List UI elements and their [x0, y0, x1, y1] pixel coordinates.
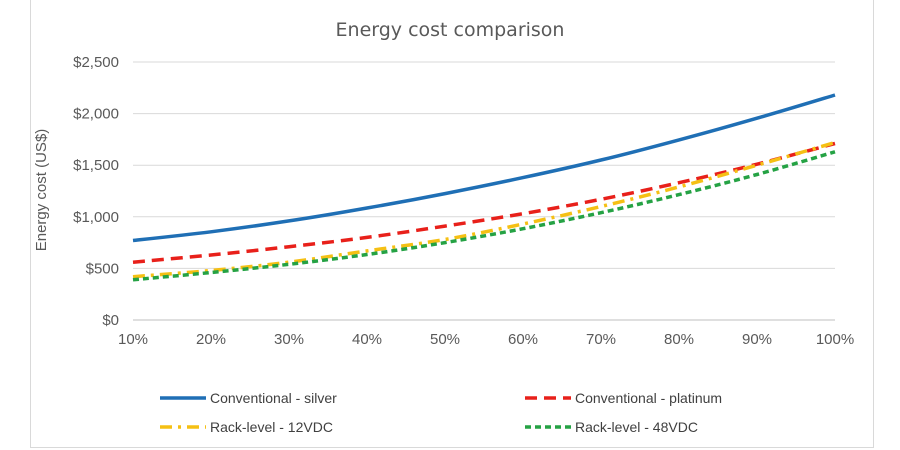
x-tick-label: 20%: [196, 331, 226, 348]
x-tick-label: 90%: [742, 331, 772, 348]
series-line: [132, 150, 836, 282]
y-tick-label: $2,000: [73, 106, 119, 123]
series-line: [132, 140, 836, 279]
y-tick-label: $1,500: [73, 157, 119, 174]
series-line: [132, 93, 836, 243]
legend-label: Rack-level - 12VDC: [210, 419, 333, 435]
y-tick-label: $2,500: [73, 54, 119, 71]
y-tick-label: $0: [102, 312, 119, 329]
y-tick-label: $1,000: [73, 209, 119, 226]
series-line: [132, 141, 836, 264]
y-axis-tick-labels: $0 $500 $1,000 $1,500 $2,000 $2,500: [73, 54, 119, 329]
x-tick-label: 50%: [430, 331, 460, 348]
x-tick-label: 30%: [274, 331, 304, 348]
legend-label: Rack-level - 48VDC: [575, 419, 698, 435]
x-axis-tick-labels: 10% 20% 30% 40% 50% 60% 70% 80% 90% 100%: [118, 331, 854, 348]
x-tick-label: 40%: [352, 331, 382, 348]
series-lines: [132, 93, 836, 282]
x-tick-label: 80%: [664, 331, 694, 348]
legend: Conventional - silver Conventional - plat…: [160, 390, 722, 435]
x-tick-label: 60%: [508, 331, 538, 348]
legend-label: Conventional - platinum: [575, 390, 722, 406]
x-tick-label: 70%: [586, 331, 616, 348]
y-axis-label: Energy cost (US$): [33, 129, 50, 252]
legend-label: Conventional - silver: [210, 390, 337, 406]
y-tick-label: $500: [86, 260, 119, 277]
x-tick-label: 100%: [816, 331, 854, 348]
chart-title: Energy cost comparison: [336, 19, 565, 41]
chart-frame: [30, 0, 874, 448]
gridlines: [133, 61, 835, 321]
x-tick-label: 10%: [118, 331, 148, 348]
